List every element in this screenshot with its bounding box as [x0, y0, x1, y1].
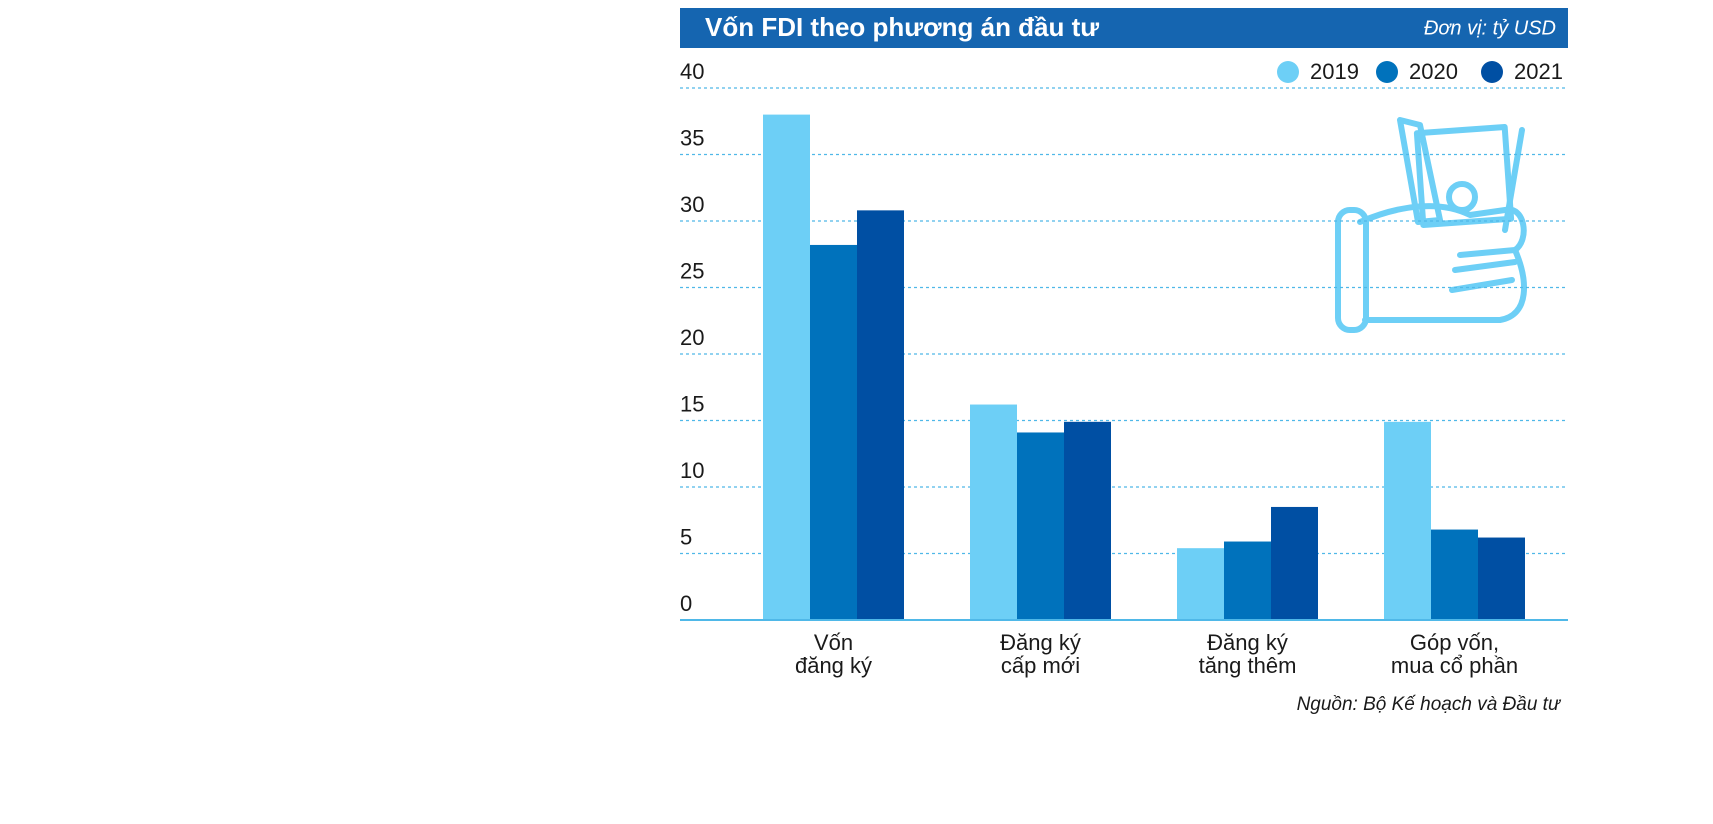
- y-tick-label: 30: [680, 192, 704, 217]
- x-tick-label-line: tăng thêm: [1199, 653, 1297, 678]
- y-tick-label: 40: [680, 59, 704, 84]
- legend-marker: [1277, 61, 1299, 83]
- source: Nguồn: Bộ Kế hoạch và Đầu tư: [1297, 694, 1562, 715]
- y-tick-label: 15: [680, 391, 704, 416]
- x-tick-label-line: Góp vốn,: [1410, 630, 1499, 655]
- bar: [763, 114, 810, 620]
- y-tick-label: 10: [680, 458, 704, 483]
- x-tick-label: Đăng ký cấp mới: [1000, 630, 1081, 678]
- legend-marker: [1481, 61, 1503, 83]
- x-tick-label: Vốn đăng ký: [795, 630, 872, 678]
- bar: [857, 210, 904, 621]
- y-tick-label: 35: [680, 125, 704, 150]
- x-tick-label-line: đăng ký: [795, 653, 872, 678]
- chart-title: Vốn FDI theo phương án đầu tư: [705, 12, 1099, 42]
- legend-label: 2021: [1514, 59, 1563, 84]
- x-tick-label-line: Vốn: [814, 630, 853, 655]
- bar: [1064, 421, 1111, 620]
- y-tick-label: 20: [680, 325, 704, 350]
- y-tick-label: 5: [680, 524, 692, 549]
- legend-label: 2020: [1409, 59, 1458, 84]
- y-tick-label: 0: [680, 591, 692, 616]
- legend-label: 2019: [1310, 59, 1359, 84]
- legend-marker: [1376, 61, 1398, 83]
- bar: [1271, 506, 1318, 620]
- y-tick-label: 25: [680, 258, 704, 283]
- bar: [1431, 529, 1478, 620]
- x-tick-label-line: Đăng ký: [1207, 630, 1288, 655]
- bar: [1017, 432, 1064, 620]
- x-tick-label: Góp vốn, mua cổ phần: [1391, 630, 1518, 678]
- bar: [810, 244, 857, 620]
- bar: [1478, 537, 1525, 620]
- title-bar: [680, 8, 1568, 48]
- hand-money-icon: [1335, 117, 1527, 333]
- unit-label: Đơn vị: tỷ USD: [1424, 17, 1556, 39]
- x-tick-label: Đăng ký tăng thêm: [1199, 630, 1297, 678]
- bar: [1224, 541, 1271, 620]
- bar: [1177, 548, 1224, 620]
- bar: [1384, 421, 1431, 620]
- x-tick-label-line: cấp mới: [1001, 653, 1080, 678]
- x-tick-label-line: Đăng ký: [1000, 630, 1081, 655]
- bar: [970, 404, 1017, 620]
- x-tick-label-line: mua cổ phần: [1391, 653, 1518, 678]
